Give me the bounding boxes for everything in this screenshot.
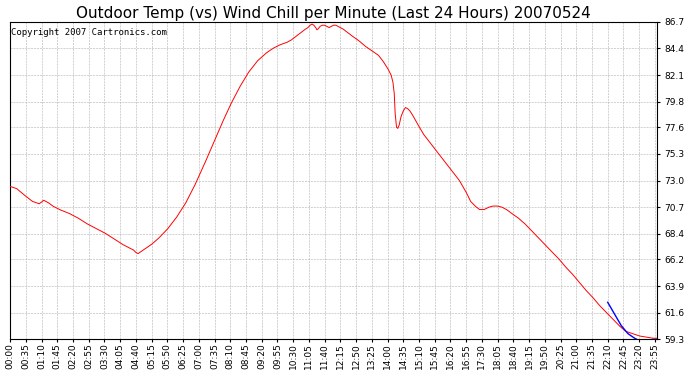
Text: Copyright 2007 Cartronics.com: Copyright 2007 Cartronics.com bbox=[11, 28, 167, 37]
Title: Outdoor Temp (vs) Wind Chill per Minute (Last 24 Hours) 20070524: Outdoor Temp (vs) Wind Chill per Minute … bbox=[76, 6, 591, 21]
